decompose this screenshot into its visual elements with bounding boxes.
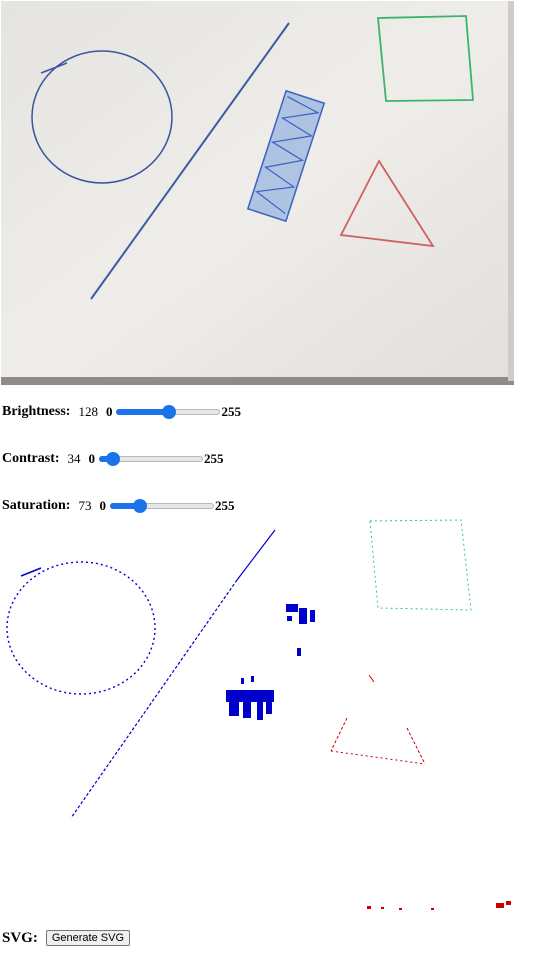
brightness-value: 128	[78, 404, 98, 419]
contrast-control: Contrast: 34 0 255	[2, 448, 224, 470]
slider-fill	[116, 409, 169, 415]
saturation-label: Saturation:	[2, 498, 71, 513]
saturation-min: 0	[99, 498, 106, 513]
processed-output-image	[1, 518, 514, 913]
brightness-max: 255	[221, 404, 241, 419]
svg-label: SVG:	[2, 929, 38, 946]
generate-svg-button[interactable]: Generate SVG	[45, 930, 130, 946]
contrast-max: 255	[204, 451, 224, 466]
brightness-slider[interactable]	[116, 405, 221, 419]
contrast-value: 34	[67, 451, 81, 466]
brightness-control: Brightness: 128 0 255	[2, 401, 241, 423]
saturation-value: 73	[78, 498, 92, 513]
slider-thumb[interactable]	[132, 499, 147, 513]
slider-thumb[interactable]	[105, 452, 120, 466]
saturation-max: 255	[214, 498, 235, 513]
contrast-min: 0	[88, 451, 96, 466]
contrast-label: Contrast:	[2, 451, 60, 466]
slider-thumb[interactable]	[161, 405, 176, 419]
saturation-control: Saturation: 73 0 255	[2, 495, 234, 517]
saturation-slider[interactable]	[109, 499, 214, 513]
brightness-min: 0	[105, 404, 113, 419]
slider-fill	[109, 503, 140, 509]
brightness-label: Brightness:	[2, 404, 71, 419]
whiteboard-photo	[1, 1, 514, 385]
contrast-slider[interactable]	[99, 452, 204, 466]
svg-section: SVG: Generate SVG	[2, 928, 130, 948]
